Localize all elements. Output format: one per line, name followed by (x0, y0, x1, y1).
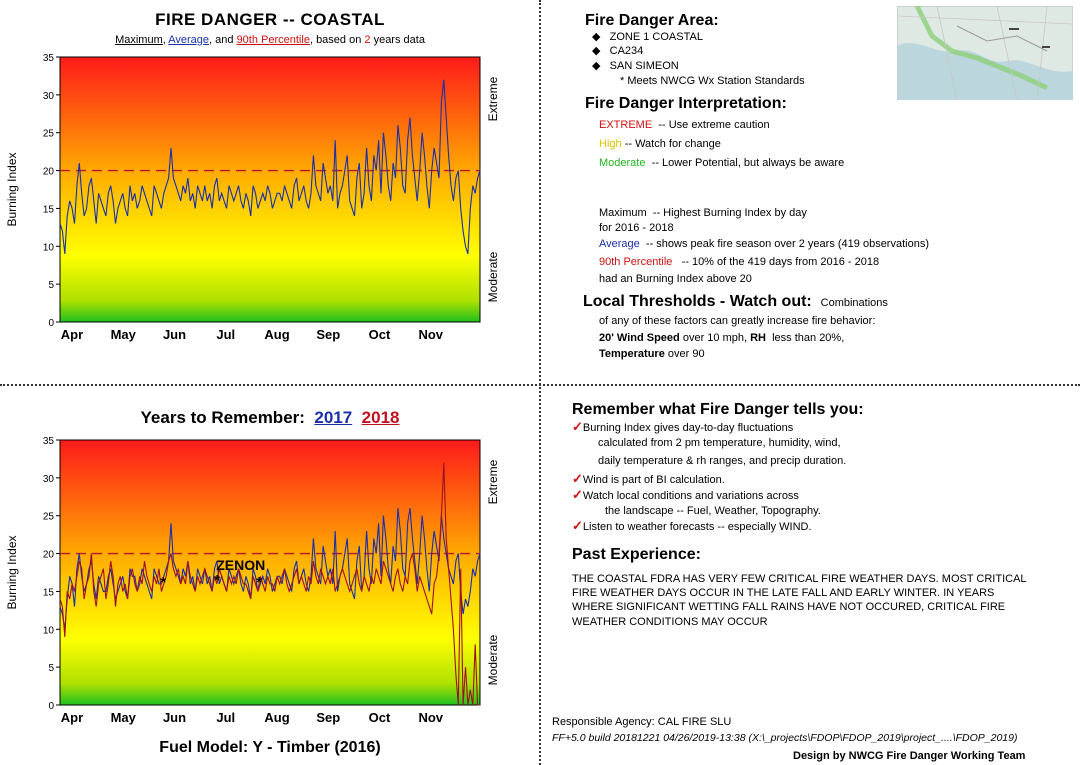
y-tick-label: 5 (48, 663, 54, 674)
past-experience-line: WEATHER CONDITIONS MAY OCCUR (572, 616, 768, 628)
legend-90th: 90th Percentile -- 10% of the 419 days f… (599, 256, 880, 268)
build-info: FF+5.0 build 20181221 04/26/2019-13:38 (… (552, 732, 1018, 744)
subtitle-90th: 90th Percentile (236, 34, 310, 46)
x-month-label: Jun (163, 327, 186, 342)
x-month-label: Jun (163, 710, 186, 725)
interpretation-title: Fire Danger Interpretation: (585, 95, 787, 112)
y-axis-label: Burning Index (5, 152, 19, 226)
zenon-star-icon: * (160, 574, 166, 591)
x-month-label: Jul (216, 710, 235, 725)
zenon-star-icon: * (214, 572, 220, 589)
series-line-2017 (59, 508, 481, 630)
series-line-2018 (59, 462, 480, 706)
y-tick-label: 5 (48, 280, 54, 291)
past-experience-line: FIRE WEATHER DAYS OCCUR IN THE LATE FALL… (572, 587, 995, 599)
checkmark-icon: ✓ (572, 471, 583, 486)
moderate-label: Moderate (486, 634, 500, 685)
y-tick-label: 25 (43, 512, 55, 523)
fire-danger-area-title: Fire Danger Area: (585, 12, 719, 29)
extreme-label: Extreme (486, 459, 500, 504)
year-2018-label: 2018 (361, 408, 400, 427)
y-tick-label: 35 (43, 53, 55, 64)
past-experience-line: WHERE SIGNIFICANT WETTING FALL RAINS HAV… (572, 601, 1006, 613)
area-item: ◆ ZONE 1 COASTAL (592, 31, 703, 43)
x-month-label: Oct (369, 710, 391, 725)
bullet-item: ✓Wind is part of BI calculation. (572, 471, 725, 486)
vertical-divider (539, 0, 541, 765)
thresholds-line-1: of any of these factors can greatly incr… (599, 315, 876, 327)
x-month-label: Aug (264, 327, 289, 342)
y-tick-label: 15 (43, 587, 55, 598)
fuel-model-label: Fuel Model: Y - Timber (2016) (159, 739, 381, 756)
interp-high: High -- Watch for change (599, 138, 721, 150)
interp-extreme: EXTREME -- Use extreme caution (599, 119, 770, 131)
x-month-label: Apr (61, 710, 83, 725)
thresholds-line-2: 20' Wind Speed over 10 mph, RH less than… (599, 332, 845, 344)
y-tick-label: 20 (43, 550, 55, 561)
bottom-burning-index-chart: 0 5 10 15 20 25 30 35 Apr May Jun Jul Aug Sep Oct Nov Bu… (5, 436, 500, 725)
top-chart-subtitle: Maximum, Average, and 90th Percentile, b… (115, 34, 425, 46)
x-month-label: May (111, 327, 137, 342)
bullet-item: ✓Listen to weather forecasts -- especial… (572, 518, 812, 533)
zenon-annotation: ZENON (216, 557, 265, 573)
thresholds-line-3: Temperature over 90 (599, 348, 705, 360)
bullet-item: ✓Burning Index gives day-to-day fluctuat… (572, 419, 794, 434)
past-experience-title: Past Experience: (572, 546, 701, 563)
x-month-label: Oct (369, 327, 391, 342)
checkmark-icon: ✓ (572, 518, 583, 533)
x-month-label: Nov (418, 327, 443, 342)
local-thresholds-title: Local Thresholds - Watch out: Combinatio… (583, 293, 888, 310)
y-tick-label: 10 (43, 242, 55, 253)
y-tick-label: 35 (43, 436, 55, 447)
subtitle-average: Average (168, 34, 210, 46)
x-month-label: Apr (61, 327, 83, 342)
legend-average: Average -- shows peak fire season over 2… (599, 238, 929, 250)
x-month-label: Jul (216, 327, 235, 342)
plot-background (59, 56, 481, 323)
y-tick-label: 30 (43, 474, 55, 485)
bullet-item: ✓Watch local conditions and variations a… (572, 487, 799, 502)
area-map-thumbnail (897, 6, 1073, 100)
y-tick-label: 0 (48, 318, 54, 329)
x-month-label: Nov (418, 710, 443, 725)
top-chart-title: FIRE DANGER -- COASTAL (155, 10, 385, 29)
legend-90th-detail: had an Burning Index above 20 (599, 273, 752, 285)
checkmark-icon: ✓ (572, 487, 583, 502)
interp-moderate: Moderate -- Lower Potential, but always … (599, 157, 845, 169)
zenon-star-icon: * (256, 574, 262, 591)
extreme-label: Extreme (486, 76, 500, 121)
bullet-continuation: calculated from 2 pm temperature, humidi… (598, 437, 841, 449)
design-credit: Design by NWCG Fire Danger Working Team (793, 750, 1026, 762)
series-line-average (59, 79, 481, 255)
moderate-label: Moderate (486, 251, 500, 302)
y-tick-label: 30 (43, 91, 55, 102)
x-month-label: Sep (316, 710, 340, 725)
subtitle-maximum: Maximum (115, 34, 163, 46)
y-tick-label: 25 (43, 129, 55, 140)
bottom-chart-title: Years to Remember: 2017 2018 (140, 408, 400, 427)
x-month-label: Aug (264, 710, 289, 725)
x-month-label: May (111, 710, 137, 725)
area-item: ◆ SAN SIMEON (592, 60, 679, 72)
area-item: ◆ CA234 (592, 45, 644, 57)
past-experience-line: THE COASTAL FDRA HAS VERY FEW CRITICAL F… (572, 573, 1027, 585)
responsible-agency: Responsible Agency: CAL FIRE SLU (552, 716, 732, 728)
y-axis-label: Burning Index (5, 535, 19, 609)
legend-maximum-years: for 2016 - 2018 (599, 222, 674, 234)
station-standards-note: * Meets NWCG Wx Station Standards (620, 75, 805, 87)
y-tick-label: 20 (43, 167, 55, 178)
x-month-label: Sep (316, 327, 340, 342)
remember-title: Remember what Fire Danger tells you: (572, 401, 864, 418)
top-burning-index-chart: 0 5 10 15 20 25 30 35 Apr May Jun Jul Aug Sep Oct Nov Bu… (5, 53, 500, 342)
y-tick-label: 0 (48, 701, 54, 712)
year-2017-label: 2017 (314, 408, 353, 427)
bullet-continuation: daily temperature & rh ranges, and preci… (598, 455, 847, 467)
bullet-continuation: the landscape -- Fuel, Weather, Topograp… (605, 505, 821, 517)
checkmark-icon: ✓ (572, 419, 583, 434)
plot-background (59, 439, 481, 706)
y-tick-label: 15 (43, 204, 55, 215)
legend-maximum: Maximum -- Highest Burning Index by day (599, 207, 807, 219)
y-tick-label: 10 (43, 625, 55, 636)
